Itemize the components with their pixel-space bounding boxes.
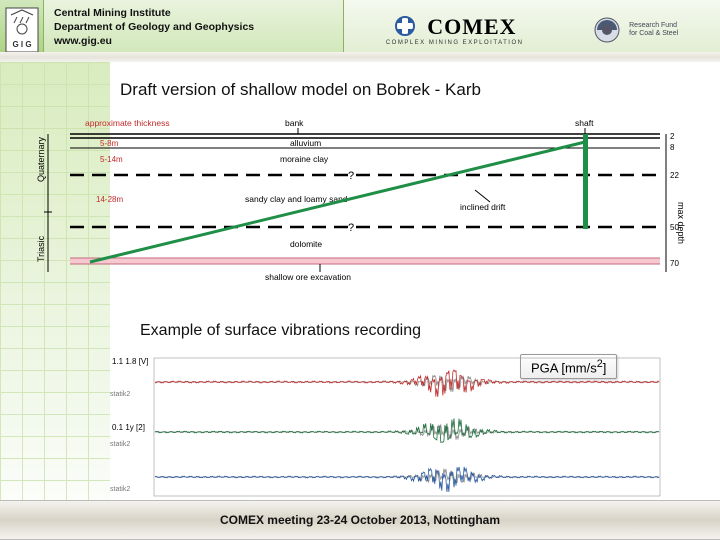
q2: ? xyxy=(348,222,354,234)
svg-text:statik2: statik2 xyxy=(110,441,130,448)
header-institute: Central Mining Institute Department of G… xyxy=(44,0,344,60)
header-stripe-icon xyxy=(0,52,720,62)
institute-line3: www.gig.eu xyxy=(54,34,333,48)
rfcs-logo: Research Fund for Coal & Steel xyxy=(591,14,678,46)
diagram-title: Draft version of shallow model on Bobrek… xyxy=(120,80,481,100)
slide: G I G Central Mining Institute Departmen… xyxy=(0,0,720,540)
comex-name: COMEX xyxy=(427,14,516,39)
axis-quaternary: Quaternary xyxy=(36,136,46,182)
header-logos: COMEX COMPLEX MINING EXPLOITATION Resear… xyxy=(344,0,720,60)
axis-triasic: Triasic xyxy=(36,235,46,262)
depth-70: 70 xyxy=(670,259,679,268)
institute-line2: Department of Geology and Geophysics xyxy=(54,20,333,34)
header: G I G Central Mining Institute Departmen… xyxy=(0,0,720,60)
layer-alluvium: alluvium xyxy=(290,138,321,148)
gig-text: G I G xyxy=(12,40,31,49)
waveform-title: Example of surface vibrations recording xyxy=(140,322,421,340)
layer-moraine: moraine clay xyxy=(280,154,329,164)
geologic-diagram: Quaternary Triasic max depth 2 8 22 50 7… xyxy=(30,112,690,287)
comex-logo: COMEX COMPLEX MINING EXPLOITATION xyxy=(386,14,524,46)
footer-text: COMEX meeting 23-24 October 2013, Nottin… xyxy=(220,513,500,527)
svg-text:statik2: statik2 xyxy=(110,391,130,398)
drift-label: inclined drift xyxy=(460,202,506,212)
depth-22: 22 xyxy=(670,171,679,180)
th-2: 5-14m xyxy=(100,155,123,164)
bank-label: bank xyxy=(285,118,304,128)
th-3: 14-28m xyxy=(96,195,123,204)
thickness-header: approximate thickness xyxy=(85,118,170,128)
svg-text:1.1 1.8 [V]: 1.1 1.8 [V] xyxy=(112,357,148,366)
content: Draft version of shallow model on Bobrek… xyxy=(0,62,720,492)
shaft-label: shaft xyxy=(575,118,594,128)
svg-text:0.1 1y [2]: 0.1 1y [2] xyxy=(112,423,145,432)
rfcs-line1: Research Fund xyxy=(629,22,678,30)
depth-50: 50 xyxy=(670,223,679,232)
q1: ? xyxy=(348,170,354,182)
rfcs-line2: for Coal & Steel xyxy=(629,30,678,38)
waveform-plot: 1.1 1.8 [V] 0.1 1y [2] statik2 statik2 stati… xyxy=(110,352,670,502)
shallow-exc: shallow ore excavation xyxy=(265,272,351,282)
depth-8: 8 xyxy=(670,143,675,152)
th-1: 5-8m xyxy=(100,139,119,148)
svg-text:statik2: statik2 xyxy=(110,486,130,493)
gig-logo: G I G xyxy=(0,0,44,60)
layer-dolomite: dolomite xyxy=(290,239,322,249)
depth-2: 2 xyxy=(670,132,675,141)
institute-line1: Central Mining Institute xyxy=(54,6,333,20)
footer: COMEX meeting 23-24 October 2013, Nottin… xyxy=(0,500,720,540)
comex-sub: COMPLEX MINING EXPLOITATION xyxy=(386,40,524,46)
